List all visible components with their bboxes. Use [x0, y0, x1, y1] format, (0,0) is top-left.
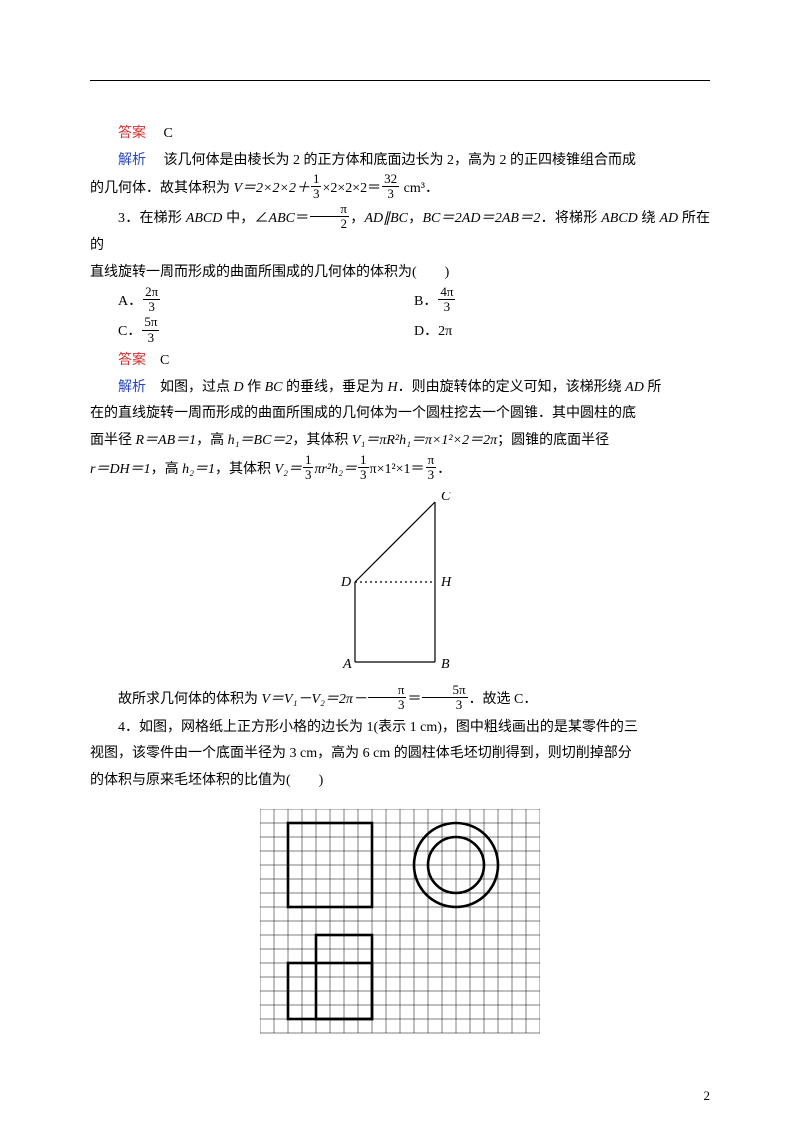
q4-stem-3: 的体积与原来毛坯体积的比值为( ): [90, 768, 710, 795]
q3-ad: AD: [659, 211, 678, 226]
q3-analysis-4: r＝DH＝1，高 h₂＝1，其体积 V₂＝13πr²h₂＝13π×1²×1＝π3…: [90, 455, 710, 485]
answer-line: 答案 C: [90, 121, 710, 148]
q3-sd: ，: [408, 211, 422, 226]
analysis-text-b: 的几何体．故其体积为: [90, 181, 234, 196]
q3-answer-val: C: [160, 353, 169, 368]
q3-options: A．2π3 B．4π3 C．5π3 D．2π: [118, 287, 710, 349]
q4-diagram: [90, 809, 710, 1044]
analysis-label: 解析: [118, 153, 146, 168]
q3-stem-line2: 直线旋转一周而形成的曲面所围成的几何体的体积为( ): [90, 260, 710, 287]
svg-text:B: B: [441, 657, 450, 672]
q3-analysis-3: 面半径 R＝AB＝1，高 h₁＝BC＝2，其体积 V₁＝πR²h₁＝π×1²×2…: [90, 428, 710, 455]
q3-an-label: 解析: [118, 380, 146, 395]
q3-abcd2: ABCD: [601, 211, 638, 226]
q3-sf: 绕: [638, 211, 660, 226]
q3-se: ．将梯形: [540, 211, 601, 226]
q4-number: 4．: [118, 720, 139, 735]
q3-analysis-1: 解析 如图，过点 D 作 BC 的垂线，垂足为 H．则由旋转体的定义可知，该梯形…: [90, 375, 710, 402]
frac-1-3: 13: [311, 172, 322, 202]
q3-bceq: BC＝2AD＝2AB＝2: [422, 211, 540, 226]
q3-answer: 答案 C: [90, 348, 710, 375]
q3-analysis-2: 在的直线旋转一周而形成的曲面所围成的几何体为一个圆柱挖去一个圆锥．其中圆柱的底: [90, 401, 710, 428]
q3-abcd: ABCD: [186, 211, 223, 226]
q3-sc: ，: [350, 211, 364, 226]
page-content: 答案 C 解析 该几何体是由棱长为 2 的正方体和底面边长为 2，高为 2 的正…: [0, 0, 800, 1082]
answer-label: 答案: [118, 126, 146, 141]
q3-opt-a: A．2π3: [118, 287, 414, 318]
q3-number: 3．: [118, 211, 139, 226]
q3-opt-b: B．4π3: [414, 287, 710, 318]
q3-opt-c: C．5π3: [118, 317, 414, 348]
q3-answer-label: 答案: [118, 353, 146, 368]
mid-text: ×2×2×2＝: [322, 181, 381, 196]
q3-conclusion: 故所求几何体的体积为 V＝V₁－V₂＝2π－π3＝5π3．故选 C．: [90, 685, 710, 715]
q3-abc: ABC: [269, 211, 295, 226]
q3-sb: 中，∠: [222, 211, 268, 226]
q3-sa: 在梯形: [139, 211, 185, 226]
svg-text:H: H: [440, 575, 452, 590]
svg-text:C: C: [441, 492, 451, 504]
top-rule: [90, 80, 710, 81]
answer-value: C: [150, 126, 173, 141]
q3-adbc: AD∥BC: [364, 211, 408, 226]
q4-stem-1: 4．如图，网格纸上正方形小格的边长为 1(表示 1 cm)，图中粗线画出的是某零…: [90, 715, 710, 742]
var-V: V＝2×2×2＋: [234, 181, 310, 196]
analysis-line-1: 解析 该几何体是由棱长为 2 的正方体和底面边长为 2，高为 2 的正四棱锥组合…: [90, 148, 710, 175]
analysis-text: 该几何体是由棱长为 2 的正方体和底面边长为 2，高为 2 的正四棱锥组合而成: [150, 153, 637, 168]
analysis-line-2: 的几何体．故其体积为 V＝2×2×2＋13×2×2×2＝323 cm³．: [90, 174, 710, 204]
q3-eq: ＝: [295, 211, 309, 226]
q4-stem-2: 视图，该零件由一个底面半径为 3 cm，高为 6 cm 的圆柱体毛坯切削得到，则…: [90, 741, 710, 768]
page-number: 2: [704, 1088, 711, 1104]
svg-text:A: A: [342, 657, 352, 672]
q3-opt-d: D．2π: [414, 317, 710, 348]
svg-text:D: D: [340, 575, 351, 590]
unit-text: cm³．: [400, 181, 439, 196]
frac-pi-2: π2: [310, 202, 349, 232]
q3-stem-line1: 3．在梯形 ABCD 中，∠ABC＝π2，AD∥BC，BC＝2AD＝2AB＝2．…: [90, 204, 710, 260]
frac-32-3: 323: [382, 172, 399, 202]
q3-diagram: A B H D C: [90, 492, 710, 677]
